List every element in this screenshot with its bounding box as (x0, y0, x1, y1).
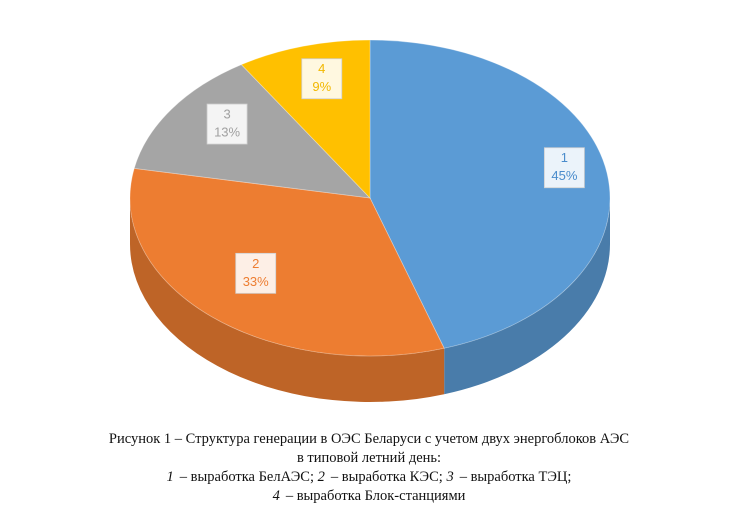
caption: Рисунок 1 – Структура генерации в ОЭС Бе… (0, 430, 738, 506)
data-label-box (206, 103, 248, 145)
legend-number: 3 (446, 469, 454, 485)
slice (133, 64, 372, 199)
data-label-box (235, 252, 277, 294)
legend-number: 2 (317, 469, 325, 485)
caption-line: в типовой летний день: (296, 450, 442, 466)
chart: 1 45% 2 33% 3 13% 4 9% (129, 39, 611, 403)
data-label: 33% (243, 274, 269, 289)
legend-text: – выработка КЭС; (330, 469, 443, 485)
slice (369, 39, 611, 349)
slice-side (129, 198, 445, 403)
legend-number: 1 (166, 469, 174, 485)
legend-text: – выработка БелАЭС; (179, 469, 314, 485)
data-label-box (301, 58, 343, 100)
data-label: 45% (551, 168, 577, 183)
data-label-box (543, 147, 585, 189)
caption-line: Рисунок 1 – Структура генерации в ОЭС Бе… (108, 431, 630, 447)
legend-number: 4 (272, 488, 280, 504)
legend-text: – выработка Блок-станциями (285, 488, 466, 504)
slice (129, 167, 445, 357)
category-label: 2 (252, 256, 259, 271)
category-label: 4 (318, 61, 325, 76)
legend-text: – выработка ТЭЦ; (459, 469, 572, 485)
category-label: 1 (561, 150, 568, 165)
legend-line: 4 – выработка Блок-станциями (0, 487, 738, 506)
category-label: 3 (223, 106, 230, 121)
data-label: 13% (214, 124, 240, 139)
data-label: 9% (312, 79, 331, 94)
legend-line: 1 – выработка БелАЭС; 2 – выработка КЭС; 3… (0, 468, 738, 487)
slice-side (444, 198, 610, 395)
